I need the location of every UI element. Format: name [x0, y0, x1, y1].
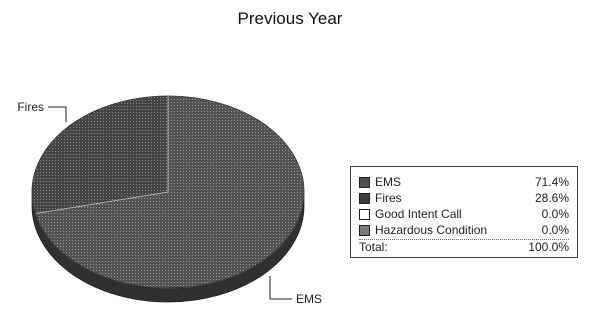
legend-value-ems: 71.4% [534, 175, 569, 189]
legend-swatch-hazardous-condition [359, 225, 370, 236]
legend-label-good-intent-call: Good Intent Call [375, 207, 462, 221]
legend-value-hazardous-condition: 0.0% [541, 223, 569, 237]
legend-total-label: Total: [359, 240, 388, 254]
chart-title: Previous Year [237, 9, 343, 28]
legend: EMS 71.4% Fires 28.6% Good Intent Call 0… [350, 166, 578, 258]
legend-value-good-intent-call: 0.0% [541, 207, 569, 221]
legend-entry-ems: EMS 71.4% [359, 175, 569, 190]
legend-label-ems: EMS [375, 175, 402, 189]
ems-callout-label: EMS [296, 292, 322, 306]
pie-outline [31, 95, 305, 289]
legend-entry-good-intent-call: Good Intent Call 0.0% [359, 207, 569, 222]
legend-entry-hazardous-condition: Hazardous Condition 0.0% [359, 223, 569, 238]
legend-label-fires: Fires [375, 191, 402, 205]
fires-callout-label: Fires [17, 100, 44, 114]
legend-total-row: Total: 100.0% [359, 239, 569, 255]
legend-total-value: 100.0% [528, 240, 569, 254]
fires-callout-line [48, 106, 67, 122]
legend-swatch-good-intent-call [359, 209, 370, 220]
legend-swatch-fires [359, 193, 370, 204]
legend-value-fires: 28.6% [534, 191, 569, 205]
legend-swatch-ems [359, 177, 370, 188]
legend-label-hazardous-condition: Hazardous Condition [375, 223, 488, 237]
ems-callout-line [269, 276, 292, 300]
legend-entry-fires: Fires 28.6% [359, 191, 569, 206]
